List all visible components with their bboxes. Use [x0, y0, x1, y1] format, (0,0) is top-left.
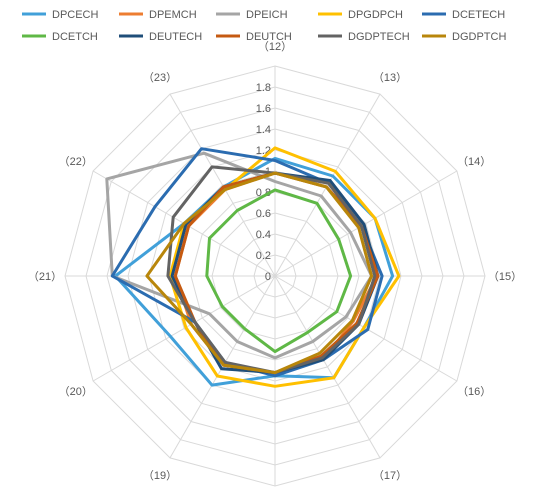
legend-label: DEUTECH [149, 31, 202, 43]
legend-item: DEUTECH [119, 31, 202, 43]
legend-label: DCETCH [52, 31, 98, 43]
radial-tick-label: 0.2 [256, 250, 271, 262]
radial-tick-label: 0.4 [256, 229, 271, 241]
radial-tick-label: 1.8 [256, 82, 271, 94]
legend-label: DPCECH [52, 9, 99, 21]
legend-label: DPEICH [246, 9, 288, 21]
legend-item: DPEICH [216, 9, 288, 21]
legend-label: DGDPTCH [452, 31, 506, 43]
category-label: （20） [59, 385, 93, 398]
category-label: （17） [373, 469, 407, 482]
radar-grid [64, 65, 486, 487]
radial-tick-label: 1.2 [256, 145, 271, 157]
category-label: （15） [488, 270, 522, 283]
radial-tick-label: 0.6 [256, 208, 271, 220]
radial-tick-label: 0.8 [256, 187, 271, 199]
grid-spoke [274, 275, 381, 459]
radial-tick-label: 1.4 [256, 124, 271, 136]
radial-tick-label: 0 [265, 271, 271, 283]
legend-label: DEUTCH [246, 31, 292, 43]
legend-label: DCETECH [452, 9, 505, 21]
grid-spoke [274, 93, 381, 277]
grid-spoke [274, 170, 458, 277]
series-line-dpeich [105, 151, 374, 360]
series-layer [105, 146, 401, 388]
category-label: （13） [373, 71, 407, 84]
grid-spoke [169, 275, 276, 459]
legend-item: DGDPTCH [422, 31, 506, 43]
category-label: （21） [28, 270, 62, 283]
category-label: （14） [457, 155, 491, 168]
category-label: （19） [143, 469, 177, 482]
series-line-dcetch [205, 188, 353, 354]
category-label: （16） [457, 385, 491, 398]
legend-item: DPGDPCH [318, 9, 403, 21]
legend-label: DGDPTECH [348, 31, 410, 43]
legend-label: DPGDPCH [348, 9, 403, 21]
legend-item: DGDPTECH [318, 31, 410, 43]
grid-spoke [274, 275, 458, 382]
grid-spoke [92, 275, 276, 382]
legend: DPCECH DPEMCH DPEICH DPGDPCH DCETECH DCETCH DE… [22, 9, 506, 43]
legend-item: DPCECH [22, 9, 99, 21]
radial-tick-label: 1.6 [256, 103, 271, 115]
grid-spoke [169, 93, 276, 277]
radial-axis-ticks: 00.20.40.60.811.21.41.61.8 [256, 82, 271, 283]
category-label: （22） [59, 155, 93, 168]
legend-item: DCETCH [22, 31, 98, 43]
legend-item: DEUTCH [216, 31, 292, 43]
series-line-dgdptch [145, 171, 374, 375]
category-label: （12） [258, 40, 292, 53]
legend-item: DPEMCH [119, 9, 197, 21]
category-labels: （12）（13）（14）（15）（16）（17）（18）（19）（20）（21）… [28, 40, 522, 482]
legend-label: DPEMCH [149, 9, 197, 21]
legend-item: DCETECH [422, 9, 505, 21]
category-label: （23） [143, 71, 177, 84]
